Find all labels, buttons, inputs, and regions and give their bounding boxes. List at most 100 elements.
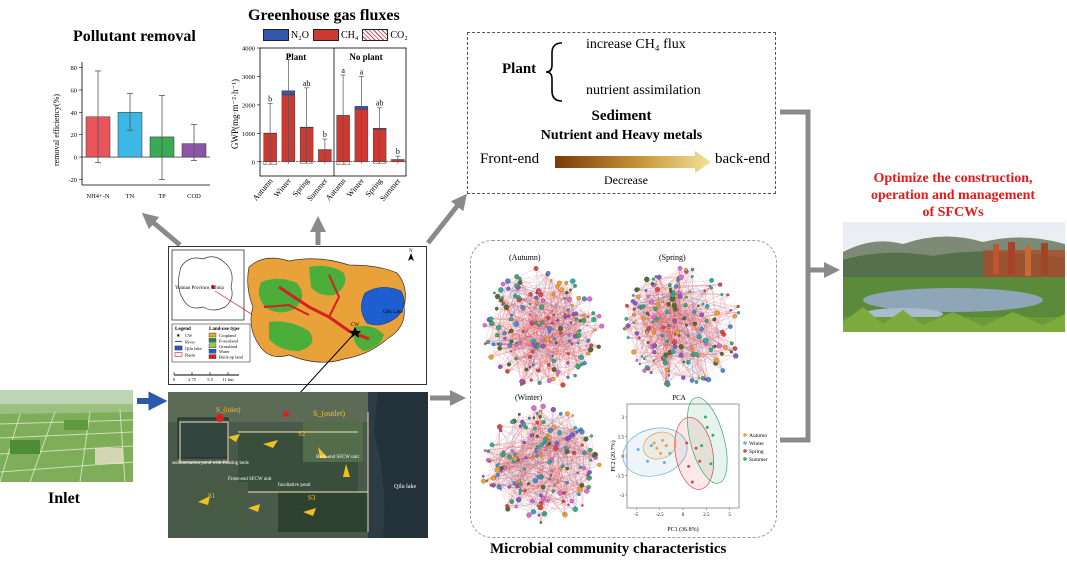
pca-point <box>685 441 689 445</box>
pca-points <box>636 415 715 484</box>
pollutant-ytick: 40 <box>71 110 78 117</box>
pca-point <box>690 480 694 484</box>
north-arrow-icon: N <box>408 249 414 261</box>
legend-swatch-icon <box>174 345 183 351</box>
aerial-s3: S3 <box>308 494 316 502</box>
legend-swatch-ch4 <box>312 29 339 41</box>
back-end-label: back-end <box>715 151 770 167</box>
farmland-photo <box>0 390 133 482</box>
ghg-ytick: 1000 <box>242 131 255 138</box>
ghg-panel-plant: Plant <box>286 52 307 62</box>
province-label: Yunnan Province, China <box>175 286 225 291</box>
aerial-front-sfcw: Front-end SFCW unit <box>228 477 272 482</box>
pca-xtick: -2.5 <box>656 513 664 518</box>
landuse-label: Grassland <box>219 344 238 349</box>
landuse-label: Built-up land <box>219 355 244 360</box>
scale-label: 0 <box>173 377 176 382</box>
pollutant-x-labels: NH4+-N TN TP COD <box>86 193 201 200</box>
pca-point <box>711 433 715 437</box>
plant-effect-1: increase CH₄ flux <box>586 37 686 52</box>
ghg-letter: b <box>268 94 272 103</box>
legend-item-label: Basin <box>185 353 196 358</box>
curly-brace <box>545 42 563 102</box>
ghg-letter: ab <box>376 99 384 108</box>
pca-point <box>660 438 664 442</box>
study-area-map: Yunnan Province, China Qilu Lake CW N Le… <box>168 246 427 385</box>
legend-label-ch4: CH₄ <box>340 29 359 41</box>
plant-effect-2: nutrient assimilation <box>586 83 701 98</box>
ghg-letter: a <box>287 50 291 59</box>
cw-marker-icon <box>349 327 361 338</box>
ghg-ytick: 0 <box>252 159 255 166</box>
pca-point <box>698 459 702 463</box>
aerial-qilu: Qilu lake <box>394 484 416 490</box>
microbial-title: Microbial community characteristics <box>490 541 727 557</box>
pca-point <box>652 441 656 445</box>
aerial-s1: S1 <box>208 492 216 500</box>
ghg-bars: b a ab b a a ab b <box>263 50 405 165</box>
landuse-title: Land-use type <box>209 327 240 332</box>
network-nodes <box>481 403 602 524</box>
legend-item-label: Qilu lake <box>185 346 202 351</box>
legend-label-co2: CO₂ <box>390 29 408 41</box>
optimize-text: Optimize the construction, operation and… <box>842 170 1064 221</box>
aerial-photo: S_(outlet) S_(inlet) S2 S1 S3 sedimentat… <box>168 392 428 538</box>
optimize-line-1: Optimize the construction, <box>873 171 1033 186</box>
pca-ellipse <box>674 417 714 490</box>
scale-label: 5.5 <box>207 377 213 382</box>
pca-legend-label: Spring <box>749 449 764 455</box>
pca-xtick: 5 <box>728 513 731 518</box>
pca-legend-dot <box>743 449 747 453</box>
pollutant-xtick: TP <box>158 193 166 200</box>
pca-ellipse <box>687 397 728 484</box>
pca-ylabel: PC2 (20.7%) <box>610 440 617 471</box>
gradient-arrow <box>555 151 711 173</box>
legend-swatch-co2 <box>362 29 389 41</box>
pca-point <box>664 444 668 448</box>
pca-point <box>694 446 698 450</box>
network-autumn-label: (Autumn) <box>509 253 541 262</box>
pollutant-xtick: NH4+-N <box>86 193 109 200</box>
legend-swatch-n2o <box>263 29 289 41</box>
optimize-line-2: operation and management <box>870 188 1036 203</box>
network-winter <box>481 403 602 524</box>
front-end-label: Front-end <box>480 151 540 167</box>
ghg-ytick: 3000 <box>242 74 255 81</box>
pca-legend-label: Autumn <box>749 433 767 439</box>
bracket-connector <box>780 109 811 443</box>
flow-arrow-5 <box>303 508 316 516</box>
pca-point <box>709 462 713 466</box>
pollutant-bars <box>85 70 207 180</box>
flow-arrow-6 <box>343 464 350 477</box>
pca-point <box>662 461 666 464</box>
network-nodes <box>482 266 605 388</box>
svg-text:N: N <box>409 249 413 254</box>
inlet-label: Inlet <box>48 490 80 507</box>
pca-chart: PCA PC1 (36.8%) PC2 (20.7%) -5 -2.5 0 2.5 5 -… <box>610 394 768 533</box>
scale-label: 11 km <box>222 377 234 382</box>
pollutant-xtick: COD <box>187 193 201 200</box>
plant-label: Plant <box>502 61 537 77</box>
landuse-label: Cropland <box>219 333 236 338</box>
pca-point <box>703 415 707 419</box>
lake-label: Qilu Lake <box>383 310 404 315</box>
legend-title: Legend <box>175 327 191 332</box>
aerial-sed-pond: sedimentation pond with floating beds <box>172 461 249 466</box>
pollutant-ytick: 80 <box>71 65 78 72</box>
ghg-letter: ab <box>303 79 311 88</box>
flow-arrow-4 <box>248 504 260 512</box>
pca-ytick: 1.5 <box>618 436 625 441</box>
network-spring-label: (Spring) <box>659 253 686 262</box>
map-scale: 0 2.75 5.5 11 km <box>173 372 234 382</box>
wetland-photo <box>843 222 1065 332</box>
pca-ytick: -3 <box>620 494 625 499</box>
ghg-letter: b <box>323 130 327 139</box>
pollutant-xtick: TN <box>126 193 135 200</box>
flow-arrow-7 <box>228 434 240 442</box>
pca-ytick: 3 <box>622 416 625 421</box>
pollutant-ytick: 0 <box>74 155 77 162</box>
